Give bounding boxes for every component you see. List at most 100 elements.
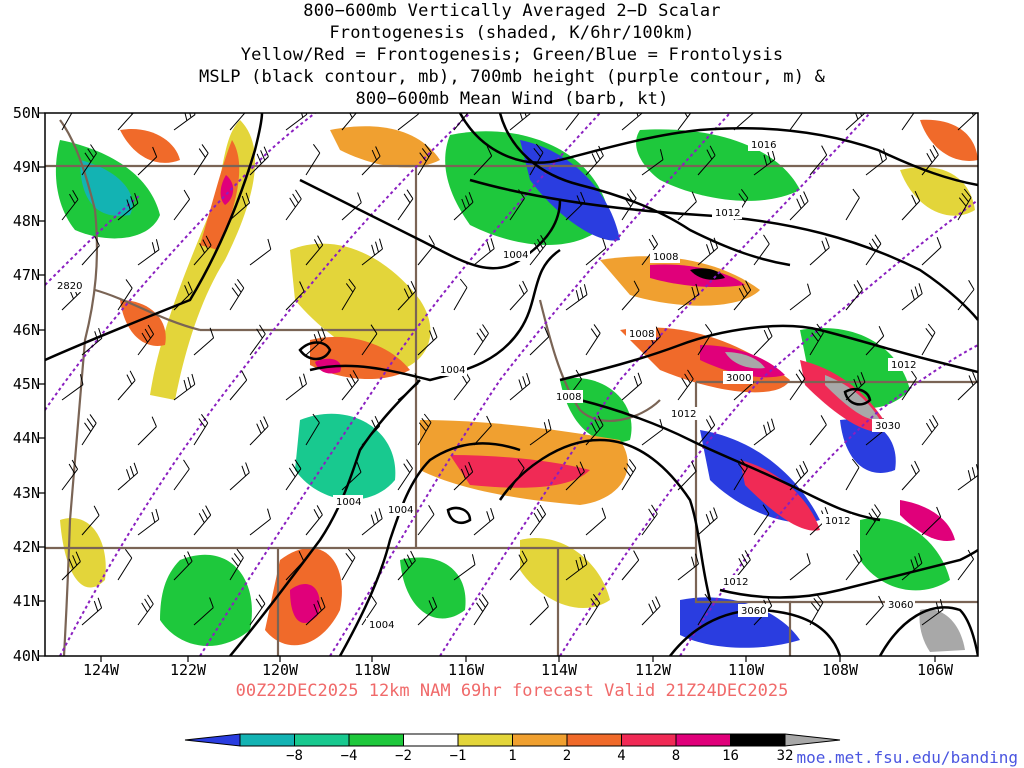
wind-barb <box>361 324 378 356</box>
wind-barb <box>509 372 531 401</box>
wind-barb <box>81 505 100 536</box>
lat-tick-label: 44N <box>13 429 40 447</box>
wind-barb-stroke <box>641 596 661 626</box>
wind-barb-stroke <box>677 191 697 221</box>
wind-barb-stroke <box>117 549 133 581</box>
wind-barb <box>473 594 489 626</box>
wind-barb <box>753 326 773 356</box>
mslp-label: 1008 <box>653 252 678 263</box>
wind-barb <box>565 461 585 491</box>
mslp-label-box <box>720 575 750 588</box>
wind-barb <box>697 593 712 626</box>
wind-barb-stroke <box>753 326 773 356</box>
wind-barb-stroke <box>305 597 326 626</box>
wind-barb <box>621 459 637 491</box>
height-label-box <box>54 279 84 292</box>
mslp-contour <box>559 324 978 382</box>
wind-barb <box>81 144 97 176</box>
mslp-closed-contour <box>446 506 472 524</box>
wind-barb <box>305 597 326 626</box>
wind-barb-stroke <box>865 234 882 266</box>
mslp-label: 1004 <box>440 365 465 376</box>
wind-barb-stroke <box>61 113 73 131</box>
wind-barb-stroke <box>641 326 661 356</box>
wind-barb <box>809 323 824 356</box>
mslp-label: 1012 <box>723 577 748 588</box>
wind-barb <box>249 146 269 176</box>
wind-barb-stroke <box>845 458 860 491</box>
wind-barb-stroke <box>921 414 939 446</box>
wind-barb <box>529 143 544 176</box>
wind-barb <box>81 414 97 446</box>
wind-barb-stroke <box>901 552 923 581</box>
wind-barb-stroke <box>117 113 134 131</box>
wind-barb-stroke <box>565 191 586 221</box>
wind-barb-stroke <box>529 234 547 266</box>
wind-barb-stroke <box>397 459 413 491</box>
lat-tick-label: 47N <box>13 266 40 284</box>
wind-barb <box>733 550 751 581</box>
wind-barb-stroke <box>61 189 79 221</box>
wind-barb <box>585 415 604 446</box>
wind-barb-stroke <box>81 235 100 266</box>
wind-barb-stroke <box>473 324 489 356</box>
wind-barb <box>753 234 770 266</box>
wind-barb <box>249 416 269 446</box>
wind-barb <box>305 505 323 536</box>
height-label: 3030 <box>875 421 900 432</box>
wind-barb <box>453 278 468 311</box>
frontolysis-area <box>160 554 252 647</box>
wind-barb-stroke <box>845 280 863 311</box>
wind-barb-stroke <box>137 146 158 176</box>
wind-barb <box>977 174 978 175</box>
wind-barb-stroke <box>453 461 474 491</box>
forecast-valid-time: 00Z22DEC2025 12km NAM 69hr forecast Vali… <box>235 681 789 701</box>
wind-barb <box>845 458 860 491</box>
wind-barb-stroke <box>921 599 944 626</box>
wind-barb-stroke <box>845 113 866 131</box>
wind-barb-stroke <box>789 460 809 491</box>
wind-barb <box>621 550 640 581</box>
wind-barb <box>977 444 978 445</box>
frontogenesis-band <box>120 300 166 346</box>
wind-barb-stroke <box>865 504 881 536</box>
legend-swatch <box>457 733 513 747</box>
wind-barb-stroke <box>565 553 588 581</box>
wind-barb <box>865 148 887 176</box>
wind-barb <box>417 504 435 536</box>
wind-barb-stroke <box>697 237 719 266</box>
wind-barb <box>229 370 248 401</box>
frontogenesis-core <box>900 500 955 541</box>
wind-barb-stroke <box>229 462 250 491</box>
wind-barb <box>229 548 244 581</box>
wind-barb-stroke <box>865 595 884 626</box>
wind-barb <box>249 324 266 356</box>
legend-tick-label: 16 <box>722 748 739 764</box>
wind-barb-stroke <box>81 144 97 176</box>
wind-barb-stroke <box>137 594 154 626</box>
wind-barb <box>977 624 978 625</box>
legend-swatch <box>566 733 622 747</box>
wind-barb <box>865 325 885 356</box>
wind-barb <box>397 189 414 221</box>
wind-barb <box>117 462 139 491</box>
lon-tick-label: 106W <box>917 661 954 679</box>
wind-barb-stroke <box>453 554 476 581</box>
wind-barb-stroke <box>753 504 770 536</box>
wind-barb-stroke <box>137 416 157 446</box>
color-legend: −8 −4 −2 −1 1 2 4 8 16 32 <box>184 733 841 764</box>
wind-barb-stroke <box>677 283 700 311</box>
mslp-label: 1016 <box>751 140 776 151</box>
title-line-3: Yellow/Red = Frontogenesis; Green/Blue =… <box>240 45 784 65</box>
wind-barb <box>473 238 495 266</box>
frontogenesis-band <box>120 129 180 163</box>
wind-barb-stroke <box>697 593 712 626</box>
wind-barb <box>621 280 640 311</box>
legend-swatch <box>294 733 350 747</box>
legend-swatch <box>675 733 731 747</box>
wind-barb-stroke <box>977 624 978 625</box>
wind-barb-stroke <box>229 192 251 221</box>
wind-barb <box>81 327 103 356</box>
wind-barb-stroke <box>585 594 601 626</box>
mslp-label-box <box>650 250 680 263</box>
